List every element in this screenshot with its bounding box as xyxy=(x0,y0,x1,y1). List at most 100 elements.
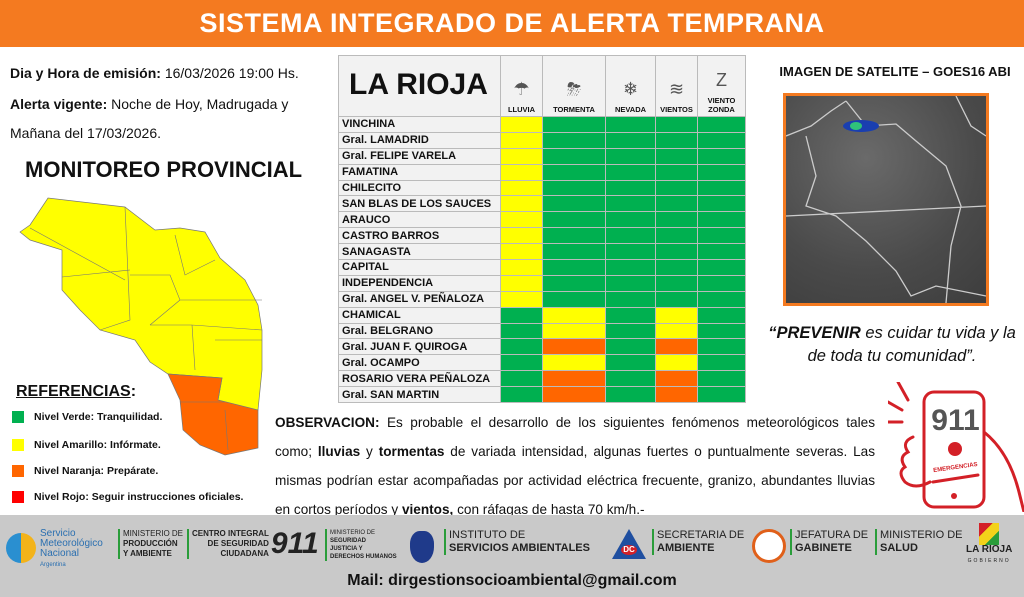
reference-orange: Nivel Naranja: Prepárate. xyxy=(12,465,158,477)
alert-cell-lluvia xyxy=(500,163,543,181)
page-title: SISTEMA INTEGRADO DE ALERTA TEMPRANA xyxy=(0,0,1024,47)
table-row: CHAMICAL xyxy=(338,306,746,324)
department-name: Gral. FELIPE VARELA xyxy=(338,147,501,165)
table-row: ARAUCO xyxy=(338,211,746,229)
alert-cell-tormenta xyxy=(542,243,606,261)
obs-text: con ráfagas de hasta 70 km/h.- xyxy=(453,502,645,517)
alert-cell-viento-zonda xyxy=(697,338,746,356)
logo-secretaria: SECRETARIA DE AMBIENTE xyxy=(652,529,744,555)
department-name: Gral. SAN MARTIN xyxy=(338,386,501,404)
zonda-icon: Z xyxy=(716,70,727,90)
alert-cell-vientos xyxy=(655,274,698,292)
logo-911: 911 xyxy=(270,527,319,560)
alert-cell-viento-zonda xyxy=(697,354,746,372)
table-body: VINCHINA Gral. LAMADRID Gral. FELIPE VAREL… xyxy=(338,116,746,404)
orange-swatch xyxy=(12,465,24,477)
rain-cloud-icon: ☂ xyxy=(513,79,530,99)
references-colon: : xyxy=(130,383,137,400)
alert-cell-vientos xyxy=(655,163,698,181)
table-row: Gral. FELIPE VARELA xyxy=(338,147,746,165)
alert-cell-vientos xyxy=(655,211,698,229)
alert-cell-nevada xyxy=(605,227,656,245)
department-name: CAPITAL xyxy=(338,259,501,276)
department-name: FAMATINA xyxy=(338,163,501,181)
alert-cell-vientos xyxy=(655,322,698,340)
section-title-monitoreo: MONITOREO PROVINCIAL xyxy=(25,157,303,182)
reference-label: Nivel Verde: Tranquilidad. xyxy=(34,411,163,423)
alert-cell-tormenta xyxy=(542,116,606,133)
table-row: Gral. LAMADRID xyxy=(338,131,746,149)
alert-cell-nevada xyxy=(605,322,656,340)
footer: Servicio Meteorológico Nacional Argentina M… xyxy=(0,515,1024,597)
la-rioja-flag-icon xyxy=(979,523,1000,545)
table-row: CASTRO BARROS xyxy=(338,227,746,245)
observation-text: OBSERVACION: Es probable el desarrollo d… xyxy=(275,408,875,524)
observation-label: OBSERVACION: xyxy=(275,415,380,430)
alert-cell-nevada xyxy=(605,163,656,181)
alert-validity: Alerta vigente: Noche de Hoy, Madrugada … xyxy=(10,96,288,112)
column-header: ⛈ TORMENTA xyxy=(542,55,606,117)
department-name: Gral. OCAMPO xyxy=(338,354,501,372)
department-name: CASTRO BARROS xyxy=(338,227,501,245)
region-title: LA RIOJA xyxy=(338,55,501,117)
alert-cell-tormenta xyxy=(542,211,606,229)
table-row: SAN BLAS DE LOS SAUCES xyxy=(338,195,746,213)
references-title: REFERENCIAS: xyxy=(16,383,136,401)
table-row: CHILECITO xyxy=(338,179,746,197)
reference-yellow: Nivel Amarillo: Infórmate. xyxy=(12,439,161,451)
reference-green: Nivel Verde: Tranquilidad. xyxy=(12,411,162,423)
table-row: FAMATINA xyxy=(338,163,746,181)
alert-cell-lluvia xyxy=(500,354,543,372)
logo-text: Y AMBIENTE xyxy=(123,549,172,558)
map-region-orange xyxy=(167,373,259,456)
alert-cell-viento-zonda xyxy=(697,227,746,245)
logo-text: GABINETE xyxy=(795,542,852,554)
alert-cell-tormenta xyxy=(542,163,606,181)
smn-text: Nacional xyxy=(40,548,79,559)
logo-text: JEFATURA DE xyxy=(795,529,869,541)
logo-text: MINISTERIO DE xyxy=(330,530,376,536)
alert-cell-viento-zonda xyxy=(697,386,746,404)
department-name: Gral. LAMADRID xyxy=(338,131,501,149)
jefatura-seal-icon xyxy=(752,529,786,563)
alert-cell-tormenta xyxy=(542,386,606,404)
alert-cell-lluvia xyxy=(500,147,543,165)
alert-cell-nevada xyxy=(605,274,656,292)
prevention-quote: “PREVENIR es cuidar tu vida y la de toda… xyxy=(760,322,1024,368)
alert-cell-lluvia xyxy=(500,179,543,197)
alert-cell-lluvia xyxy=(500,274,543,292)
alert-cell-tormenta xyxy=(542,322,606,340)
alert-cell-lluvia xyxy=(500,322,543,340)
column-label: VIENTO ZONDA xyxy=(707,96,736,114)
police-shield-icon xyxy=(410,531,434,563)
alert-cell-nevada xyxy=(605,259,656,276)
obs-bold: vientos, xyxy=(401,502,454,517)
quote-bold: “PREVENIR xyxy=(768,324,861,342)
alert-cell-vientos xyxy=(655,179,698,197)
logo-text: SERVICIOS AMBIENTALES xyxy=(449,542,590,554)
alert-cell-viento-zonda xyxy=(697,211,746,229)
quote-rest: es cuidar tu vida y la de toda tu comuni… xyxy=(807,324,1016,365)
logo-text: INSTITUTO DE xyxy=(449,529,526,541)
obs-bold: tormentas xyxy=(378,444,445,459)
alert-cell-nevada xyxy=(605,338,656,356)
department-name: Gral. BELGRANO xyxy=(338,322,501,340)
table-row: Gral. BELGRANO xyxy=(338,322,746,340)
table-row: Gral. OCAMPO xyxy=(338,354,746,372)
alert-cell-nevada xyxy=(605,243,656,261)
logo-produccion: MINISTERIO DE PRODUCCIÓN Y AMBIENTE xyxy=(118,529,183,559)
alert-cell-lluvia xyxy=(500,259,543,276)
contact-mail[interactable]: Mail: dirgestionsocioambiental@gmail.com xyxy=(347,572,677,589)
alert-cell-tormenta xyxy=(542,195,606,213)
alert-cell-nevada xyxy=(605,131,656,149)
alert-cell-viento-zonda xyxy=(697,290,746,308)
alert-cell-nevada xyxy=(605,290,656,308)
alert-cell-nevada xyxy=(605,354,656,372)
alert-cell-tormenta xyxy=(542,259,606,276)
storm-cloud-icon: ⛈ xyxy=(566,79,582,99)
alert-cell-vientos xyxy=(655,306,698,324)
alert-cell-viento-zonda xyxy=(697,116,746,133)
alert-cell-nevada xyxy=(605,147,656,165)
table-row: SANAGASTA xyxy=(338,243,746,261)
emission-value: 16/03/2026 19:00 Hs. xyxy=(164,65,299,81)
